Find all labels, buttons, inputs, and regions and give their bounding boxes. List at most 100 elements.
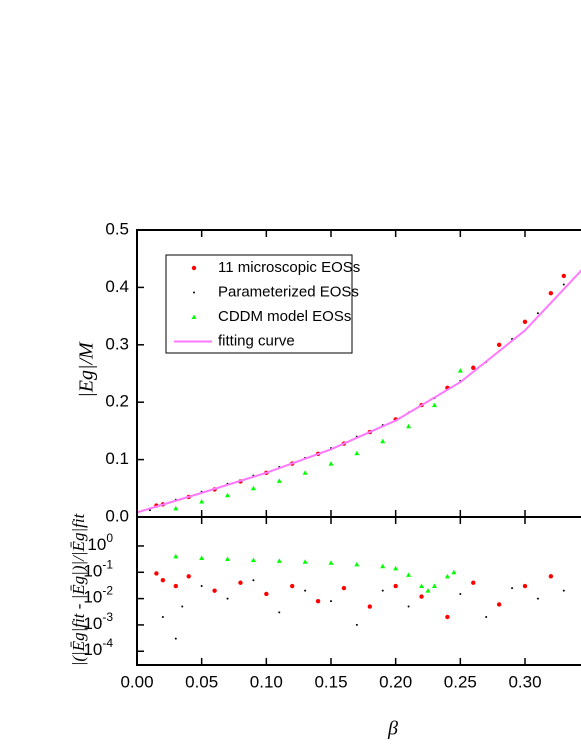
point — [457, 368, 463, 373]
x-tick-label: 0.20 — [379, 672, 412, 691]
point — [250, 557, 256, 563]
point — [341, 585, 347, 591]
point — [419, 594, 424, 599]
point — [154, 571, 159, 576]
point — [199, 555, 205, 560]
y-tick-label: 10-2 — [83, 584, 113, 607]
legend-label: fitting curve — [218, 332, 295, 349]
x-tick-label: 0.05 — [185, 672, 218, 691]
point — [485, 615, 488, 618]
point — [471, 580, 476, 585]
y-tick-label: 10-3 — [83, 610, 113, 633]
point — [522, 319, 528, 325]
point — [562, 283, 565, 286]
y-tick-label: 10-1 — [83, 557, 113, 580]
point — [407, 605, 410, 608]
point — [278, 611, 281, 614]
y-tick-label: 10-4 — [83, 636, 113, 659]
y-axis-label: |(|Ēg|fit - |Ēg|)|/|Ēg|fit — [69, 512, 88, 666]
point — [290, 583, 295, 589]
point — [264, 591, 269, 597]
point — [173, 583, 178, 589]
point — [548, 574, 554, 579]
y-tick-exponent: 0 — [106, 531, 113, 545]
point — [252, 579, 255, 582]
point — [225, 492, 231, 498]
x-tick-label: 0.15 — [314, 672, 347, 691]
point — [250, 485, 256, 491]
point — [160, 578, 166, 583]
x-tick-label: 0.10 — [250, 672, 283, 691]
panel: 0.0 0.1 0.2 0.3 0.4 0.5 11 microscopic EOSs Par… — [105, 219, 581, 525]
fit-line — [136, 269, 581, 514]
point — [355, 623, 358, 626]
point — [199, 499, 205, 504]
y-tick-base: 10 — [83, 614, 102, 633]
frame — [136, 516, 581, 666]
y-tick-base: 10 — [83, 641, 102, 660]
point — [238, 580, 243, 585]
point — [471, 365, 476, 370]
point — [536, 312, 539, 315]
point — [315, 598, 321, 604]
legend-label: 11 microscopic EOSs — [218, 259, 360, 276]
point — [393, 583, 398, 589]
point — [406, 572, 412, 577]
y-axis-label: |Eg|/M — [76, 341, 98, 398]
point — [354, 561, 360, 567]
y-tick-exponent: -4 — [102, 636, 113, 650]
point — [276, 478, 282, 483]
point — [200, 585, 203, 588]
x-tick-label: 0.30 — [508, 672, 541, 691]
point — [496, 342, 502, 347]
point — [328, 560, 334, 565]
point — [380, 438, 386, 444]
x-tick-label: 0.00 — [120, 672, 153, 691]
legend-swatch — [191, 265, 197, 271]
point — [381, 589, 384, 592]
point — [548, 290, 554, 296]
y-tick-exponent: -3 — [102, 610, 113, 624]
y-tick-exponent: -2 — [102, 584, 113, 598]
point — [225, 556, 231, 561]
point — [562, 589, 565, 592]
point — [181, 605, 184, 608]
point — [330, 600, 332, 603]
point — [302, 470, 308, 475]
point — [496, 602, 502, 607]
point — [212, 588, 217, 593]
point — [276, 558, 282, 563]
legend-label: CDDM model EOSs — [218, 308, 351, 325]
y-tick-label: 0.5 — [105, 219, 129, 238]
legend-box — [165, 254, 353, 354]
point — [561, 273, 566, 279]
y-tick-exponent: -1 — [102, 557, 113, 571]
point — [173, 553, 179, 559]
point — [511, 587, 514, 590]
y-tick-label: 0.1 — [105, 449, 129, 468]
point — [445, 614, 450, 620]
point — [226, 597, 229, 600]
point — [161, 615, 164, 618]
point — [367, 604, 372, 609]
point — [431, 583, 437, 589]
point — [380, 563, 386, 569]
point — [536, 597, 539, 600]
y-tick-base: 10 — [83, 588, 102, 607]
point — [522, 583, 528, 589]
point — [425, 588, 431, 593]
y-tick-label: 0.0 — [105, 506, 129, 525]
point — [419, 583, 425, 589]
point — [304, 589, 307, 592]
point — [354, 450, 360, 456]
y-tick-base: 10 — [83, 562, 102, 581]
point — [328, 461, 334, 466]
point — [459, 592, 462, 595]
legend-label: Parameterized EOSs — [218, 283, 359, 300]
point — [406, 423, 412, 429]
y-tick-label: 0.2 — [105, 392, 129, 411]
legend-swatch — [193, 291, 195, 294]
